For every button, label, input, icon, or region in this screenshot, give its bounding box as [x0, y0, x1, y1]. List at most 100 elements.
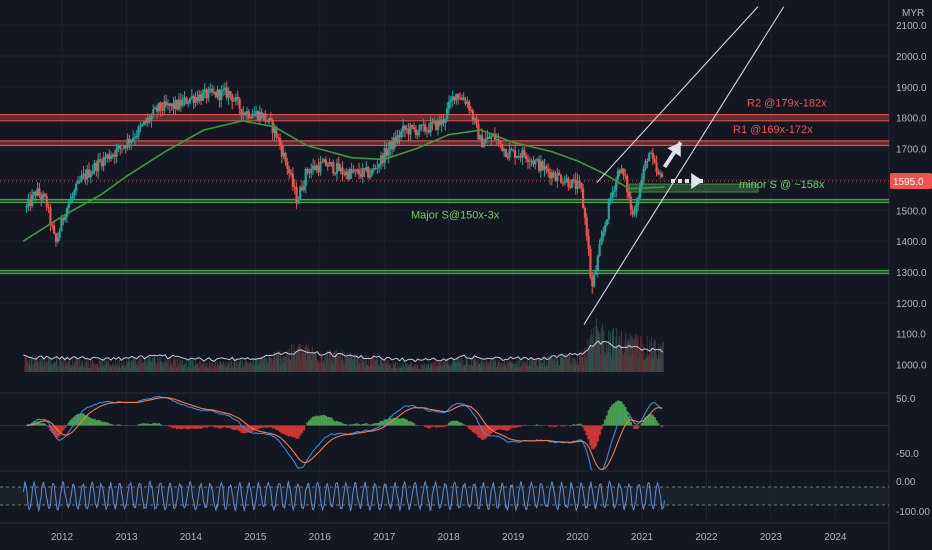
macd-histogram-bar	[550, 425, 554, 427]
macd-histogram-bar	[580, 424, 583, 426]
macd-histogram-bar	[117, 424, 120, 426]
macd-histogram-bar	[412, 423, 416, 426]
candle-body	[154, 107, 157, 110]
macd-histogram-bar	[409, 421, 412, 426]
candle-body	[100, 160, 103, 167]
candle-body	[170, 103, 173, 106]
candle-body	[321, 162, 324, 164]
candle-body	[196, 96, 199, 102]
candle-body	[69, 198, 72, 204]
candle-body	[275, 126, 278, 138]
candle-body	[480, 135, 484, 148]
macd-histogram-bar	[214, 425, 217, 428]
macd-histogram-bar	[287, 425, 291, 437]
candle-body	[299, 187, 302, 200]
candle-body	[367, 167, 370, 178]
candle-body	[484, 139, 487, 144]
macd-histogram-bar	[299, 425, 302, 436]
candle-body	[308, 171, 311, 173]
candle-body	[510, 149, 513, 151]
macd-histogram-bar	[559, 425, 563, 427]
macd-histogram-bar	[102, 421, 105, 426]
macd-histogram-bar	[168, 425, 172, 427]
macd-histogram-bar	[613, 403, 616, 426]
macd-histogram-bar	[596, 425, 599, 442]
candle-body	[73, 190, 76, 196]
candle-body	[181, 100, 184, 106]
candle-body	[458, 98, 462, 100]
candle-body	[554, 176, 557, 181]
candle-body	[38, 188, 41, 196]
candle-body	[446, 108, 449, 119]
macd-histogram-bar	[361, 423, 364, 426]
candle-body	[295, 187, 298, 204]
macd-histogram-bar	[480, 425, 484, 440]
macd-histogram-bar	[561, 425, 565, 427]
macd-histogram-bar	[396, 418, 399, 426]
candle-body	[157, 102, 160, 112]
candle-body	[109, 156, 113, 160]
candle-body	[227, 91, 230, 98]
candle-body	[41, 193, 45, 200]
macd-histogram-bar	[583, 425, 587, 431]
candle-body	[300, 187, 304, 191]
candle-body	[457, 94, 460, 99]
macd-histogram-bar	[657, 423, 660, 426]
volume-tick-label: 1000.0	[896, 361, 927, 372]
candle-body	[559, 175, 563, 183]
signal-line	[26, 397, 663, 470]
macd-histogram-bar	[581, 425, 585, 428]
candle-body	[493, 133, 497, 140]
year-tick-label: 2015	[244, 532, 267, 543]
macd-histogram-bar	[253, 425, 256, 431]
candle-body	[422, 124, 425, 126]
macd-histogram-bar	[84, 415, 87, 426]
candle-body	[60, 218, 63, 232]
candle-body	[576, 181, 579, 189]
macd-histogram-bar	[611, 404, 614, 426]
volume-average-line	[23, 340, 663, 363]
candle-body	[605, 219, 609, 225]
candle-body	[348, 168, 351, 180]
macd-histogram-bar	[576, 424, 579, 426]
candle-body	[289, 173, 293, 175]
axes-layer: 2100.02000.01900.01800.01700.01600.01500…	[51, 21, 932, 543]
macd-histogram-bar	[229, 425, 232, 429]
macd-histogram-bar	[245, 425, 249, 433]
macd-histogram-bar	[574, 424, 577, 426]
candle-body	[615, 179, 618, 191]
candle-body	[637, 197, 640, 205]
candle-body	[324, 159, 328, 166]
macd-histogram-bar	[56, 425, 59, 438]
macd-histogram-bar	[359, 424, 363, 426]
macd-histogram-bar	[436, 425, 440, 427]
candle-body	[526, 159, 530, 162]
candle-body	[144, 121, 148, 123]
candle-body	[187, 102, 190, 104]
macd-histogram-bar	[223, 425, 227, 427]
macd-histogram-bar	[324, 415, 328, 426]
macd-histogram-bar	[444, 425, 447, 427]
candle-body	[578, 181, 581, 183]
candle-body	[427, 130, 430, 133]
macd-histogram-bar	[54, 425, 58, 438]
candle-body	[284, 152, 287, 162]
macd-histogram-bar	[108, 423, 111, 426]
candle-body	[376, 167, 379, 169]
macd-histogram-bar	[89, 418, 93, 426]
macd-histogram-bar	[445, 424, 449, 426]
candle-body	[225, 87, 228, 98]
macd-histogram-bar	[352, 424, 355, 426]
candle-body	[315, 165, 318, 170]
candle-body	[65, 207, 69, 217]
candle-body	[545, 166, 548, 169]
candle-body	[319, 162, 322, 173]
zone-band	[0, 270, 889, 274]
macd-histogram-bar	[289, 425, 293, 437]
candle-body	[266, 121, 269, 123]
candle-body	[203, 89, 206, 93]
candle-body	[234, 96, 238, 101]
macd-histogram-bar	[249, 425, 252, 433]
macd-histogram-bar	[47, 425, 50, 428]
